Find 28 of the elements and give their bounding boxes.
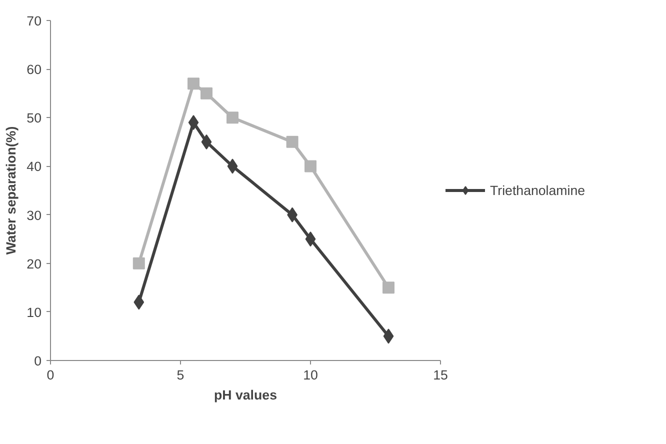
- point: [226, 112, 238, 124]
- x-axis-title: pH values: [214, 388, 277, 402]
- point: [132, 257, 145, 270]
- x-tick-label: 0: [46, 368, 54, 382]
- point: [134, 294, 144, 310]
- point: [227, 158, 238, 174]
- point: [383, 328, 394, 344]
- point: [382, 282, 394, 294]
- point: [305, 232, 316, 247]
- y-axis-title: Water separation(%): [4, 126, 19, 255]
- legend-label: Triethanolamine: [490, 182, 586, 198]
- y-tick-label: 30: [26, 208, 42, 223]
- y-tick-label: 10: [26, 304, 42, 320]
- y-tick-label: 60: [26, 62, 42, 78]
- point: [188, 115, 199, 130]
- y-tick-label: 50: [26, 110, 42, 126]
- point: [286, 136, 298, 148]
- y-tick-label: 70: [26, 14, 42, 28]
- x-tick-label: 15: [433, 368, 448, 382]
- y-tick-label: 40: [26, 159, 42, 174]
- point: [188, 78, 200, 90]
- point: [201, 134, 212, 150]
- y-tick-label: 0: [34, 354, 42, 368]
- x-tick-label: 5: [176, 368, 184, 382]
- y-tick-label: 20: [26, 256, 42, 272]
- point: [200, 87, 212, 100]
- x-tick-label: 10: [303, 368, 318, 382]
- point: [304, 160, 316, 172]
